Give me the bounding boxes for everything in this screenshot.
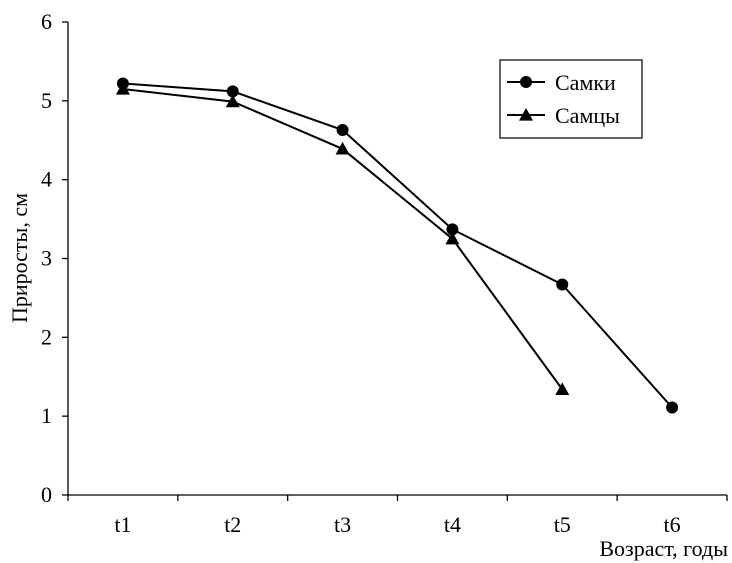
legend-label: Самцы: [555, 103, 620, 128]
x-axis-title: Возраст, годы: [599, 536, 728, 561]
legend-label: Самки: [555, 70, 616, 95]
x-tick-label: t1: [114, 512, 131, 537]
data-point: [336, 124, 349, 137]
x-tick-label: t3: [334, 512, 351, 537]
data-point: [115, 82, 130, 95]
series-2: [115, 82, 570, 395]
ticks: 0 1 2 3 4 5 6 t1 t2 t3 t4 t5 t6: [41, 9, 728, 537]
data-point: [225, 94, 240, 108]
data-point: [556, 278, 569, 291]
data-point: [666, 401, 679, 414]
data-point: [446, 223, 459, 236]
y-tick-label: 1: [41, 403, 52, 428]
data-point: [555, 382, 570, 395]
data-point: [335, 141, 350, 155]
y-tick-label: 4: [41, 167, 52, 192]
y-tick-label: 2: [41, 324, 52, 349]
y-tick-label: 6: [41, 9, 52, 34]
legend-marker: [520, 76, 532, 88]
legend-box: [499, 59, 643, 139]
data-point: [445, 231, 460, 245]
x-tick-label: t6: [664, 512, 681, 537]
x-tick-label: t5: [554, 512, 571, 537]
y-tick-label: 0: [41, 482, 52, 507]
legend: Самки Самцы: [499, 59, 643, 139]
x-tick-label: t2: [224, 512, 241, 537]
legend-marker: [519, 108, 533, 121]
data-point: [226, 85, 239, 98]
series-line: [122, 82, 673, 409]
x-tick-label: t4: [444, 512, 461, 537]
y-axis-title: Приросты, см: [7, 193, 32, 323]
y-tick-label: 5: [41, 88, 52, 113]
series-layer: [115, 77, 679, 414]
y-tick-label: 3: [41, 246, 52, 271]
